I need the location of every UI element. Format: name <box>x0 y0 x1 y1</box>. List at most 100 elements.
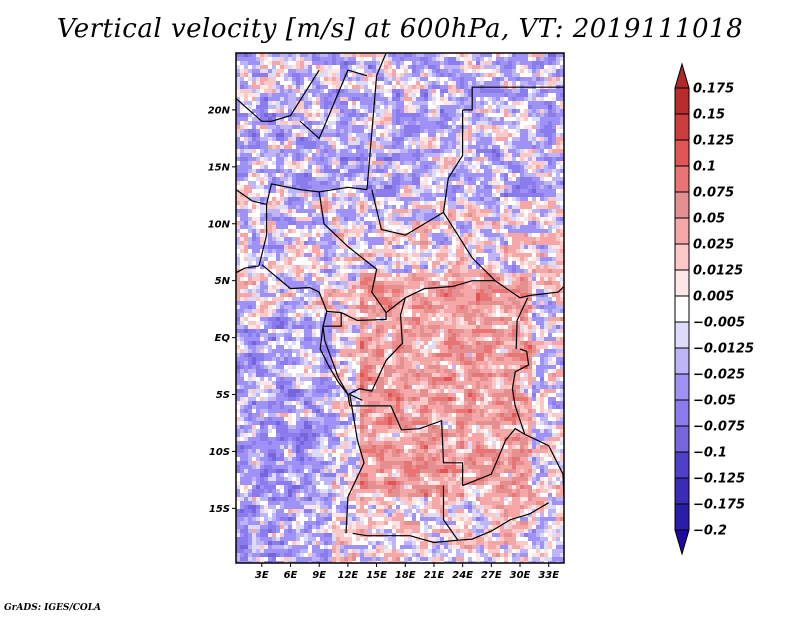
field-cell <box>484 257 488 261</box>
field-cell <box>540 121 544 125</box>
field-cell <box>460 181 464 185</box>
field-cell <box>432 269 436 273</box>
field-cell <box>428 121 432 125</box>
field-cell <box>352 73 356 77</box>
field-cell <box>448 261 452 265</box>
field-cell <box>248 201 252 205</box>
field-cell <box>468 109 472 113</box>
field-cell <box>312 129 316 133</box>
field-cell <box>312 121 316 125</box>
field-cell <box>436 57 440 61</box>
field-cell <box>276 153 280 157</box>
field-cell <box>348 289 352 293</box>
field-cell <box>284 97 288 101</box>
field-cell <box>520 81 524 85</box>
field-cell <box>484 261 488 265</box>
field-cell <box>496 181 500 185</box>
field-cell <box>316 265 320 269</box>
field-cell <box>520 153 524 157</box>
field-cell <box>236 145 240 149</box>
field-cell <box>500 65 504 69</box>
field-cell <box>316 77 320 81</box>
field-cell <box>452 177 456 181</box>
field-cell <box>428 61 432 65</box>
field-cell <box>304 121 308 125</box>
field-cell <box>468 101 472 105</box>
field-cell <box>436 69 440 73</box>
field-cell <box>344 157 348 161</box>
field-cell <box>508 97 512 101</box>
field-cell <box>308 153 312 157</box>
field-cell <box>288 221 292 225</box>
field-cell <box>292 253 296 257</box>
field-cell <box>268 145 272 149</box>
field-cell <box>524 289 528 293</box>
field-cell <box>548 89 552 93</box>
field-cell <box>344 281 348 285</box>
field-cell <box>388 69 392 73</box>
field-cell <box>432 145 436 149</box>
field-cell <box>456 249 460 253</box>
field-cell <box>296 197 300 201</box>
field-cell <box>548 141 552 145</box>
field-cell <box>460 53 464 57</box>
field-cell <box>336 261 340 265</box>
field-cell <box>252 205 256 209</box>
field-cell <box>392 153 396 157</box>
field-cell <box>256 137 260 141</box>
field-cell <box>248 117 252 121</box>
field-cell <box>560 161 564 165</box>
field-cell <box>376 93 380 97</box>
field-cell <box>268 105 272 109</box>
field-cell <box>460 281 464 285</box>
field-cell <box>428 273 432 277</box>
field-cell <box>508 205 512 209</box>
field-cell <box>400 201 404 205</box>
field-cell <box>432 293 436 297</box>
field-cell <box>384 153 388 157</box>
field-cell <box>412 173 416 177</box>
field-cell <box>288 217 292 221</box>
field-cell <box>244 293 248 297</box>
field-cell <box>504 69 508 73</box>
field-cell <box>544 169 548 173</box>
field-cell <box>336 121 340 125</box>
field-cell <box>548 65 552 69</box>
field-cell <box>404 213 408 217</box>
field-cell <box>544 165 548 169</box>
field-cell <box>380 53 384 57</box>
field-cell <box>512 277 516 281</box>
field-cell <box>264 189 268 193</box>
field-cell <box>360 289 364 293</box>
field-cell <box>316 169 320 173</box>
field-cell <box>444 173 448 177</box>
field-cell <box>500 89 504 93</box>
field-cell <box>460 177 464 181</box>
field-cell <box>496 257 500 261</box>
field-cell <box>392 193 396 197</box>
field-cell <box>272 153 276 157</box>
field-cell <box>236 109 240 113</box>
field-cell <box>328 89 332 93</box>
field-cell <box>280 205 284 209</box>
field-cell <box>304 65 308 69</box>
field-cell <box>316 293 320 297</box>
field-cell <box>476 233 480 237</box>
field-cell <box>324 209 328 213</box>
field-cell <box>504 101 508 105</box>
field-cell <box>488 157 492 161</box>
field-cell <box>520 145 524 149</box>
field-cell <box>432 77 436 81</box>
field-cell <box>500 225 504 229</box>
field-cell <box>508 293 512 297</box>
field-cell <box>516 141 520 145</box>
field-cell <box>556 253 560 257</box>
field-cell <box>448 117 452 121</box>
field-cell <box>436 145 440 149</box>
field-cell <box>348 217 352 221</box>
field-cell <box>344 101 348 105</box>
field-cell <box>328 241 332 245</box>
field-cell <box>236 261 240 265</box>
field-cell <box>388 269 392 273</box>
field-cell <box>436 269 440 273</box>
